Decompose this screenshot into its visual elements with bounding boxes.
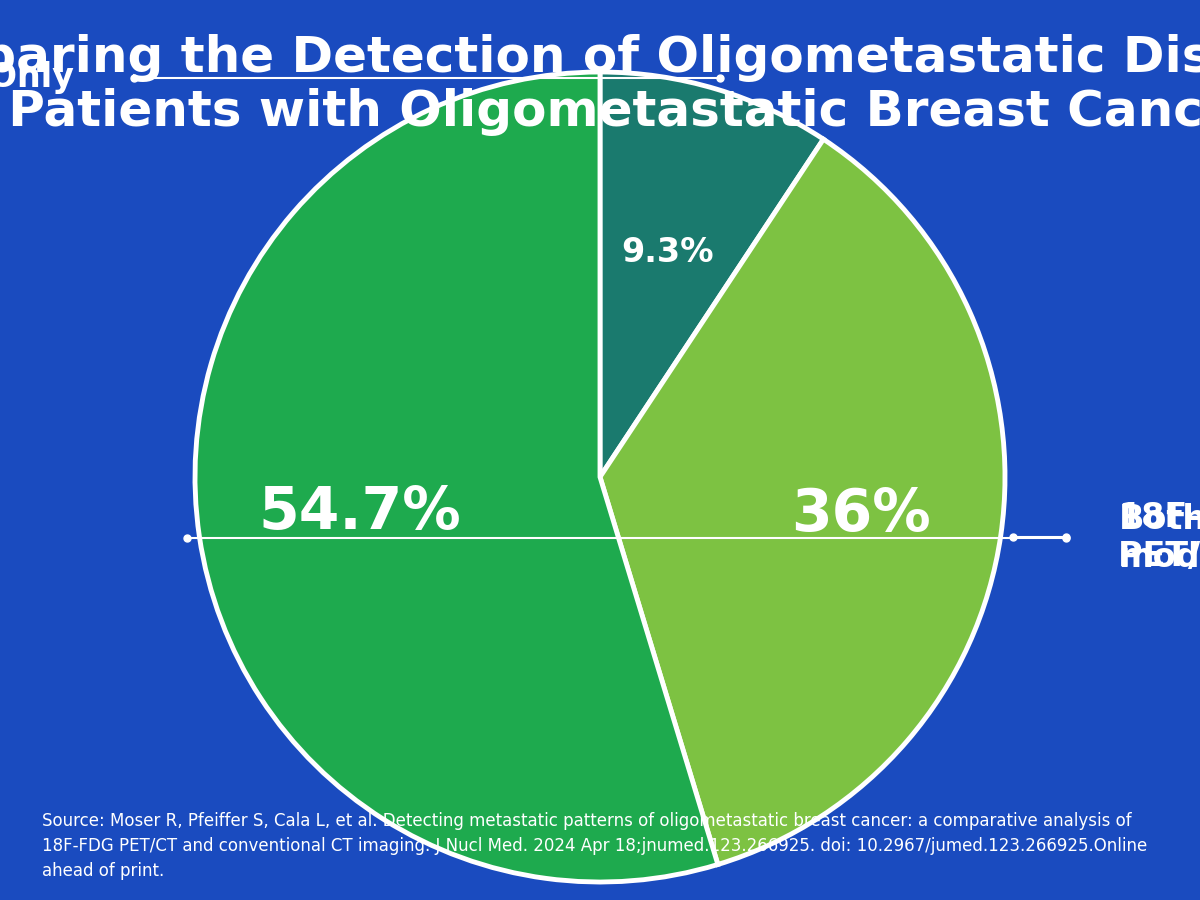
Wedge shape — [600, 140, 1004, 865]
Text: CT Only: CT Only — [0, 61, 73, 94]
Text: Both
modalities: Both modalities — [1118, 503, 1200, 574]
Text: 36%: 36% — [791, 486, 930, 544]
Text: in Patients with Oligometastatic Breast Cancer: in Patients with Oligometastatic Breast … — [0, 88, 1200, 137]
Wedge shape — [196, 72, 718, 882]
Text: 54.7%: 54.7% — [258, 484, 461, 541]
Text: 9.3%: 9.3% — [622, 236, 714, 268]
Text: Comparing the Detection of Oligometastatic Disease: Comparing the Detection of Oligometastat… — [0, 34, 1200, 83]
Text: Source: Moser R, Pfeiffer S, Cala L, et al. Detecting metastatic patterns of oli: Source: Moser R, Pfeiffer S, Cala L, et … — [42, 812, 1147, 880]
Text: 18F-FDG
PET/CT Only: 18F-FDG PET/CT Only — [1118, 501, 1200, 572]
Wedge shape — [600, 72, 823, 477]
